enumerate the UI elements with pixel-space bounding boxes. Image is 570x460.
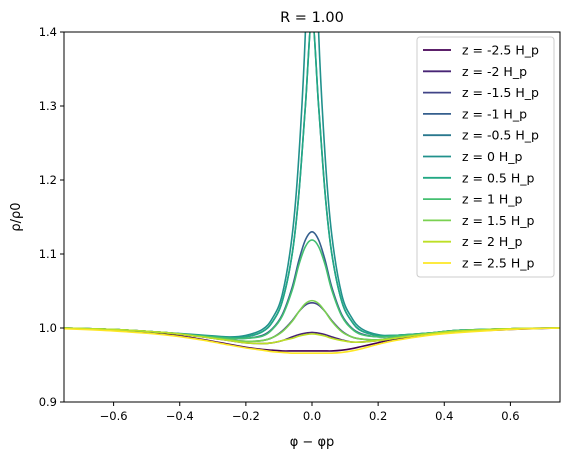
series-line-10 <box>64 327 560 355</box>
x-axis-label: φ − φp <box>290 435 335 450</box>
legend-frame <box>416 36 555 278</box>
y-tick-label: 1.0 <box>39 321 57 335</box>
legend-entry: z = -2.5 H_p <box>462 43 539 58</box>
y-tick-label: 1.3 <box>39 99 57 113</box>
chart-title: R = 1.00 <box>280 10 344 26</box>
legend-entry: z = -1.5 H_p <box>462 85 539 100</box>
series-line-9 <box>64 327 560 345</box>
x-tick-label: −0.4 <box>166 409 194 423</box>
series-line-8 <box>64 299 560 343</box>
y-tick-label: 1.4 <box>39 25 57 39</box>
series-line-2 <box>64 302 560 343</box>
legend-entry: z = 0.5 H_p <box>462 170 534 185</box>
legend-entry: z = 1 H_p <box>462 192 523 207</box>
legend-entry: z = -1 H_p <box>462 106 527 121</box>
x-tick-label: 0.0 <box>303 409 321 423</box>
x-tick-label: −0.2 <box>232 409 260 423</box>
legend-entry: z = 0 H_p <box>462 149 523 164</box>
legend-entry: z = 2 H_p <box>462 234 523 249</box>
legend-entry: z = -0.5 H_p <box>462 128 539 143</box>
series-layer <box>64 32 560 355</box>
y-tick-label: 1.1 <box>39 247 57 261</box>
legend-entry: z = -2 H_p <box>462 64 527 79</box>
y-tick-label: 0.9 <box>39 395 57 409</box>
y-tick-label: 1.2 <box>39 173 57 187</box>
x-axis: −0.6 −0.4 −0.2 0.0 0.2 0.4 0.6 <box>100 402 520 423</box>
legend-entry: z = 2.5 H_p <box>462 256 534 271</box>
legend: z = -2.5 H_pz = -2 H_pz = -1.5 H_pz = -1… <box>416 36 555 278</box>
series-line-7 <box>64 239 560 340</box>
x-tick-label: 0.4 <box>435 409 453 423</box>
y-axis-label: ρ/ρ0 <box>9 202 24 231</box>
legend-entry: z = 1.5 H_p <box>462 213 534 228</box>
y-axis: 0.9 1.0 1.1 1.2 1.3 1.4 <box>39 25 64 409</box>
x-tick-label: 0.6 <box>501 409 519 423</box>
x-tick-label: 0.2 <box>369 409 387 423</box>
x-tick-label: −0.6 <box>100 409 128 423</box>
